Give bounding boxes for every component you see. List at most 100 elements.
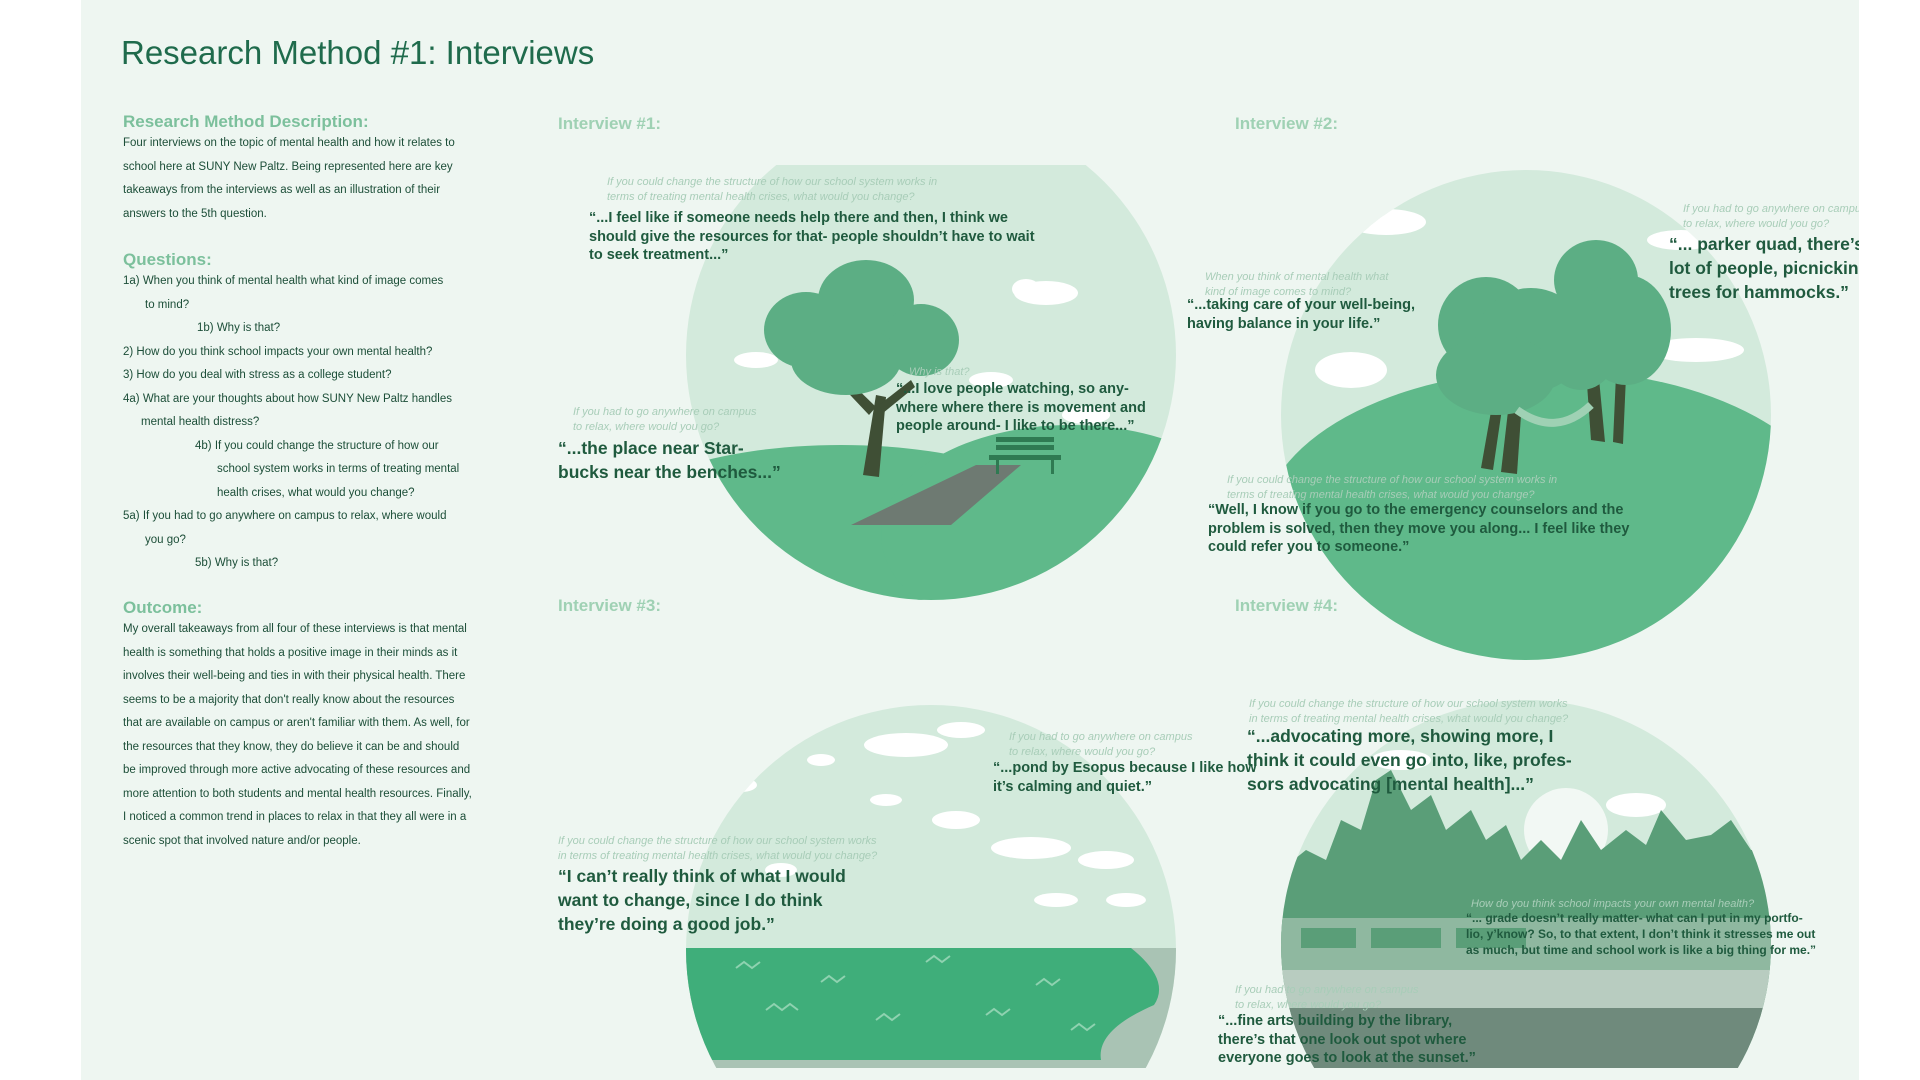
quote-line: everyone goes to look at the sunset.” — [1218, 1050, 1476, 1066]
quote-line: they’re doing a good job.” — [558, 914, 775, 934]
question-line: If you had to go anywhere on campus — [573, 406, 757, 418]
railing — [1301, 928, 1526, 948]
question-item: school system works in terms of treating… — [217, 463, 460, 475]
page-title: Research Method #1: Interviews — [121, 34, 595, 71]
question-item: health crises, what would you change? — [217, 486, 415, 499]
interview-4-question-impact: How do you think school impacts your own… — [1471, 898, 1755, 910]
poster: Research Method #1: Interviews Research … — [81, 0, 1859, 1080]
outcome-line: I noticed a common trend in places to re… — [123, 811, 467, 823]
interview-2-heading: Interview #2: — [1235, 114, 1338, 133]
interview-4-heading: Interview #4: — [1235, 596, 1338, 615]
description-line: school here at SUNY New Paltz. Being rep… — [123, 160, 453, 173]
outcome-line: that are available on campus or aren't f… — [123, 717, 470, 729]
question-line: When you think of mental health what — [1205, 271, 1389, 283]
question-item: 5a) If you had to go anywhere on campus … — [123, 510, 447, 522]
interview-1-question-change: If you could change the structure of how… — [607, 175, 937, 205]
quote-line: to seek treatment...” — [589, 247, 729, 263]
bench — [989, 437, 1061, 474]
question-line: If you could change the structure of how… — [607, 176, 938, 188]
interview-4-answer-relax: “...fine arts building by the library, t… — [1218, 1012, 1476, 1068]
path — [851, 465, 1021, 525]
quote-line: “Well, I know if you go to the emergency… — [1208, 502, 1624, 518]
questions-heading: Questions: — [123, 250, 212, 269]
question-line: to relax, where would you go? — [1683, 218, 1830, 230]
interview-2-question-image: When you think of mental health what kin… — [1205, 270, 1388, 300]
description-line: Four interviews on the topic of mental h… — [123, 137, 455, 149]
quote-line: as much, but time and school work is lik… — [1466, 943, 1817, 957]
quote-line: “I can’t really think of what I would — [558, 866, 846, 886]
outcome-line: scenic spot that involved nature and/or … — [123, 834, 361, 847]
outcome-line: My overall takeaways from all four of th… — [123, 623, 467, 635]
quote-line: want to change, since I do think — [558, 890, 823, 910]
question-line: to relax, where would you go? — [573, 421, 720, 433]
interview-2-answer-relax: “... parker quad, there’s a lot of peopl… — [1669, 232, 1859, 304]
pond — [686, 948, 1159, 1060]
interview-3-question-relax: If you had to go anywhere on campus to r… — [1009, 730, 1192, 760]
ledge — [1281, 1008, 1771, 1068]
question-item: 1b) Why is that? — [197, 322, 281, 334]
interview-2-question-relax: If you had to go anywhere on campus to r… — [1683, 202, 1859, 232]
interview-4-question-relax: If you had to go anywhere on campus to r… — [1235, 983, 1418, 1013]
outcome-heading: Outcome: — [123, 598, 203, 617]
interview-3-heading: Interview #3: — [558, 596, 661, 615]
question-item: 4b) If you could change the structure of… — [195, 439, 439, 452]
question-line: If you had to go anywhere on campus — [1683, 203, 1859, 215]
interview-3-illustration — [686, 705, 1176, 1068]
question-line: in terms of treating mental health crise… — [1249, 713, 1569, 725]
quote-line: “... grade doesn’t really matter- what c… — [1466, 911, 1803, 925]
question-line: to relax, where would you go? — [1235, 999, 1382, 1011]
question-line: If you could change the structure of how… — [1249, 698, 1568, 710]
quote-line: trees for hammocks.” — [1669, 282, 1849, 302]
description-line: answers to the 5th question. — [123, 207, 267, 220]
outcome-line: the resources that they know, they do be… — [123, 740, 460, 753]
quote-line: “...the place near Star- — [558, 438, 744, 458]
description-text: Four interviews on the topic of mental h… — [123, 132, 455, 226]
question-line: If you had to go anywhere on campus — [1235, 984, 1419, 996]
quote-line: “...I feel like if someone needs help th… — [589, 210, 1008, 226]
quote-line: lio, y’know? So, to that extent, I don’t… — [1466, 927, 1816, 941]
quote-line: could refer you to someone.” — [1208, 539, 1410, 555]
question-item: mental health distress? — [141, 416, 260, 428]
interview-2-question-change: If you could change the structure of how… — [1227, 473, 1557, 503]
clouds — [734, 279, 1110, 424]
description-line: takeaways from the interviews as well as… — [123, 184, 441, 196]
quote-line: there’s that one look out spot where — [1218, 1031, 1467, 1048]
interview-1-answer-change: “...I feel like if someone needs help th… — [589, 209, 1035, 265]
interview-1-heading: Interview #1: — [558, 114, 661, 133]
question-line: to relax, where would you go? — [1009, 746, 1156, 758]
interview-2-answer-image: “...taking care of your well-being, havi… — [1187, 296, 1415, 333]
hill-right — [881, 425, 1176, 600]
outcome-line: more attention to both students and ment… — [123, 787, 472, 800]
outcome-line: seems to be a majority that don't really… — [123, 693, 455, 706]
quote-line: “...pond by Esopus because I like how — [993, 760, 1257, 776]
quote-line: where where there is movement and — [896, 399, 1146, 416]
trees — [1436, 240, 1671, 474]
interview-3-answer-change: “I can’t really think of what I would wa… — [558, 864, 846, 936]
quote-line: having balance in your life.” — [1187, 315, 1381, 332]
question-item: 5b) Why is that? — [195, 557, 279, 569]
question-line: terms of treating mental health crises, … — [607, 191, 915, 203]
interview-4-question-change: If you could change the structure of how… — [1249, 697, 1568, 727]
question-line: terms of treating mental health crises, … — [1227, 489, 1535, 501]
question-item: you go? — [145, 533, 186, 546]
quote-line: it’s calming and quiet.” — [993, 778, 1152, 795]
quote-line: think it could even go into, like, profe… — [1247, 750, 1572, 770]
interview-3-question-change: If you could change the structure of how… — [558, 834, 877, 864]
interview-4-illustration — [1281, 700, 1771, 1068]
question-item: to mind? — [145, 298, 190, 311]
quote-line: “... parker quad, there’s a — [1669, 234, 1859, 254]
quote-line: sors advocating [mental health]...” — [1247, 774, 1534, 794]
description-heading: Research Method Description: — [123, 112, 369, 131]
interview-1-answer-why: “...I love people watching, so any- wher… — [896, 380, 1146, 436]
interview-1-question-why: Why is that? — [909, 366, 970, 378]
outcome-line: be improved through more active advocati… — [123, 764, 471, 776]
question-item: 2) How do you think school impacts your … — [123, 345, 433, 358]
outcome-text: My overall takeaways from all four of th… — [123, 618, 472, 853]
interview-4-answer-impact: “... grade doesn’t really matter- what c… — [1466, 910, 1816, 958]
outcome-line: health is something that holds a positiv… — [123, 646, 458, 659]
quote-line: bucks near the benches...” — [558, 462, 781, 482]
question-item: 4a) What are your thoughts about how SUN… — [123, 392, 452, 405]
interview-1-answer-relax: “...the place near Star- bucks near the … — [558, 436, 781, 484]
questions-list: 1a) When you think of mental health what… — [123, 270, 459, 576]
question-line: If you could change the structure of how… — [558, 835, 877, 847]
